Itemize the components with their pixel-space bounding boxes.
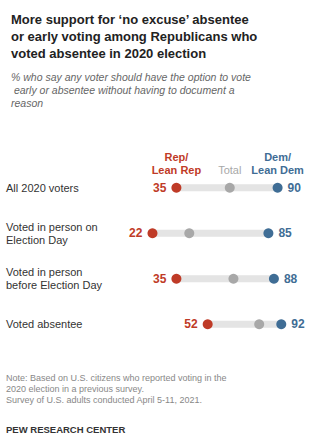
svg-text:2020 election in a previous su: 2020 election in a previous survey.: [6, 384, 144, 394]
svg-text:Lean Dem: Lean Dem: [251, 164, 304, 176]
svg-text:Dem/: Dem/: [264, 151, 291, 163]
svg-text:PEW RESEARCH CENTER: PEW RESEARCH CENTER: [6, 424, 125, 435]
svg-text:85: 85: [278, 226, 292, 240]
svg-text:Voted in person on: Voted in person on: [6, 221, 101, 233]
svg-text:92: 92: [291, 317, 305, 331]
svg-text:35: 35: [153, 181, 167, 195]
svg-text:Voted absentee: Voted absentee: [6, 318, 82, 330]
svg-text:early or absentee without havi: early or absentee without having to docu…: [11, 84, 237, 96]
svg-text:88: 88: [284, 272, 298, 286]
svg-text:90: 90: [288, 181, 302, 195]
svg-text:or early voting among Republic: or early voting among Republicans who: [11, 29, 261, 44]
svg-text:52: 52: [184, 317, 198, 331]
svg-text:Survey of U.S. adults conducte: Survey of U.S. adults conducted April 5-…: [6, 395, 202, 405]
svg-text:22: 22: [129, 226, 143, 240]
svg-text:Lean Rep: Lean Rep: [152, 164, 202, 176]
svg-text:All 2020 voters: All 2020 voters: [6, 182, 79, 194]
svg-text:% who say any voter should hav: % who say any voter should have the opti…: [11, 71, 251, 83]
svg-text:before Election Day: before Election Day: [6, 279, 102, 291]
svg-text:Rep/: Rep/: [164, 151, 188, 163]
svg-text:Election Day: Election Day: [6, 234, 68, 246]
svg-text:reason: reason: [11, 97, 43, 109]
svg-text:Note: Based on U.S. citizens w: Note: Based on U.S. citizens who reporte…: [6, 373, 229, 383]
svg-text:voted absentee in 2020 electio: voted absentee in 2020 election: [11, 46, 206, 61]
svg-text:Total: Total: [218, 164, 241, 176]
svg-text:35: 35: [153, 272, 167, 286]
svg-text:Voted in person: Voted in person: [6, 266, 86, 278]
svg-text:More support for ‘no excuse’ a: More support for ‘no excuse’ absentee: [11, 12, 252, 27]
